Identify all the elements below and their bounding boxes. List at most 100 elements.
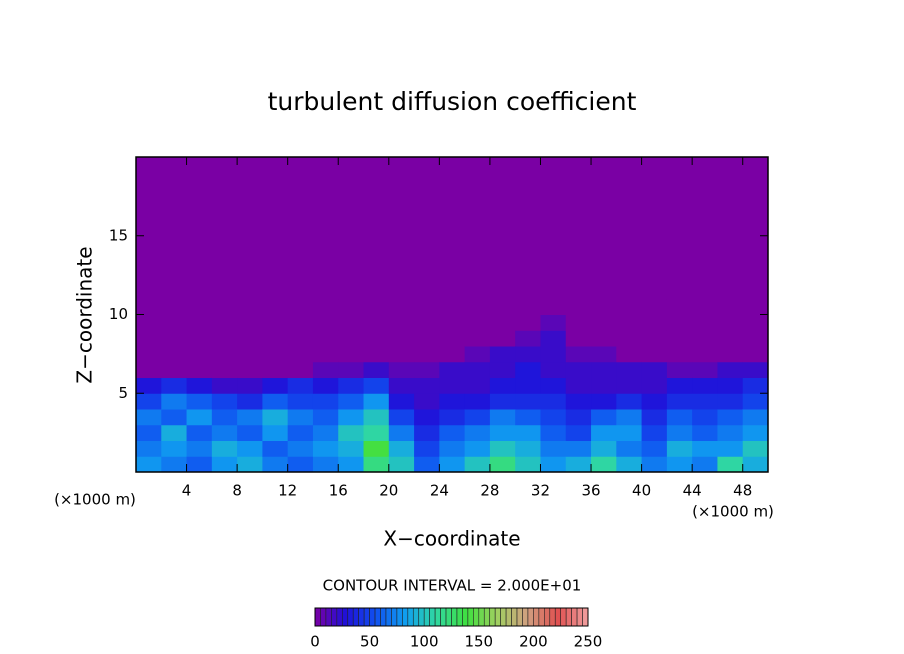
cell	[692, 440, 718, 457]
colorbar-cell	[500, 607, 507, 627]
cell	[464, 456, 491, 473]
cell	[742, 456, 769, 473]
cell	[717, 440, 744, 457]
cell	[717, 298, 744, 315]
cell	[338, 314, 365, 331]
cell	[565, 361, 592, 378]
cell	[262, 157, 289, 300]
cell	[161, 424, 188, 441]
cell	[742, 314, 769, 331]
colorbar-cell	[505, 607, 512, 627]
cell	[186, 424, 213, 441]
cell	[414, 409, 440, 426]
cell	[414, 346, 440, 363]
cell	[388, 377, 415, 394]
cell	[338, 393, 365, 410]
cell	[641, 424, 668, 441]
cell	[565, 298, 592, 315]
colorbar-cell	[396, 607, 403, 627]
colorbar-cell	[369, 607, 376, 627]
cell	[717, 377, 744, 394]
cell	[211, 314, 238, 331]
field	[136, 157, 769, 473]
cell	[464, 314, 491, 331]
cell	[186, 314, 213, 331]
cell	[692, 424, 718, 441]
cell	[262, 298, 289, 315]
cell	[565, 409, 592, 426]
cell	[591, 409, 617, 426]
colorbar-cell	[478, 607, 485, 627]
cell	[692, 157, 718, 300]
colorbar-cell	[489, 607, 496, 627]
cell	[489, 298, 516, 315]
cell	[439, 157, 466, 300]
cell	[237, 409, 263, 426]
cell	[161, 157, 188, 300]
cell	[565, 393, 592, 410]
cell	[540, 440, 567, 457]
cell	[666, 393, 693, 410]
cell	[540, 346, 567, 363]
cell	[540, 409, 567, 426]
cell	[237, 361, 263, 378]
cell	[287, 424, 314, 441]
colorbar-cell	[483, 607, 491, 627]
colorbar-cell	[358, 607, 365, 627]
cell	[161, 298, 188, 315]
cell	[161, 330, 188, 347]
cell	[464, 409, 491, 426]
cell	[717, 346, 744, 363]
cell	[211, 361, 238, 378]
cell	[136, 393, 162, 410]
cell	[666, 440, 693, 457]
cell	[388, 393, 415, 410]
cell	[692, 409, 718, 426]
x-tick-label: 40	[632, 482, 651, 500]
cell	[262, 377, 289, 394]
cell	[515, 330, 541, 347]
cell	[616, 456, 643, 473]
cell	[666, 298, 693, 315]
cell	[211, 409, 238, 426]
cell	[439, 409, 466, 426]
cell	[515, 298, 541, 315]
cell	[363, 440, 390, 457]
cell	[287, 314, 314, 331]
cell	[641, 440, 668, 457]
colorbar-tick-label: 50	[360, 633, 379, 651]
cell	[287, 440, 314, 457]
cell	[489, 409, 516, 426]
cell	[515, 377, 541, 394]
colorbar-cell	[571, 607, 578, 627]
colorbar-cell	[412, 607, 420, 627]
cell	[717, 393, 744, 410]
cell	[616, 314, 643, 331]
cell	[338, 330, 365, 347]
cell	[641, 330, 668, 347]
cell	[489, 377, 516, 394]
cell	[388, 424, 415, 441]
cell	[742, 361, 769, 378]
cell	[439, 456, 466, 473]
cell	[540, 393, 567, 410]
cell	[262, 393, 289, 410]
cell	[540, 314, 567, 331]
cell	[136, 361, 162, 378]
cell	[388, 314, 415, 331]
cell	[717, 314, 744, 331]
cell	[211, 456, 238, 473]
cell	[742, 330, 769, 347]
y-unit-label: (×1000 m)	[54, 491, 136, 509]
x-tick-label: 48	[733, 482, 752, 500]
cell	[540, 157, 567, 300]
cell	[692, 314, 718, 331]
cell	[338, 298, 365, 315]
cell	[439, 330, 466, 347]
colorbar-cell	[320, 607, 327, 627]
cell	[338, 409, 365, 426]
cell	[692, 456, 718, 473]
cell	[692, 377, 718, 394]
cell	[161, 346, 188, 363]
cell	[515, 393, 541, 410]
